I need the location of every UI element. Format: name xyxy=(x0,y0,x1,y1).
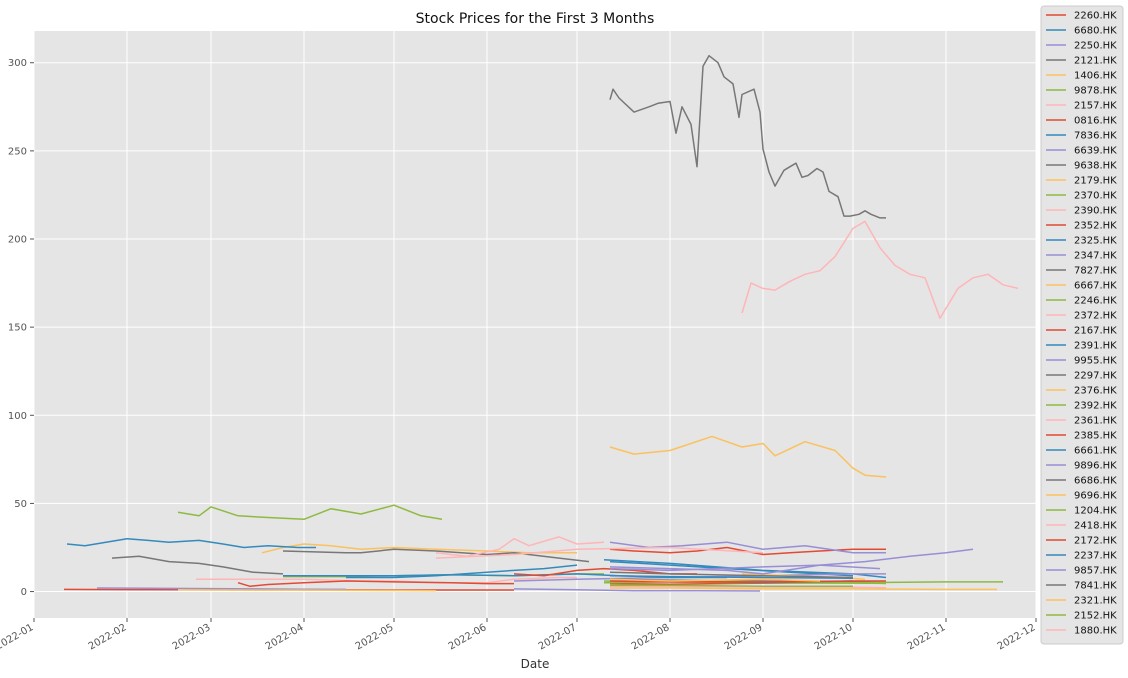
series-line-7827.HK xyxy=(282,548,590,563)
legend-entry: 2325.HK xyxy=(1074,236,1117,247)
legend-entry: 6686.HK xyxy=(1074,476,1117,487)
y-tick-label: 200 xyxy=(8,235,27,246)
legend-entry: 2376.HK xyxy=(1074,386,1117,397)
series-line-2321.HK xyxy=(609,578,821,582)
grid-lines xyxy=(33,31,1037,618)
y-axis-ticks: 0 50 100 150 200 250 300 xyxy=(8,58,34,598)
legend-entry: 9696.HK xyxy=(1074,491,1117,502)
legend-entry: 2321.HK xyxy=(1074,596,1117,607)
series-lines xyxy=(63,54,1019,592)
legend-entry: 2390.HK xyxy=(1074,206,1117,217)
chart-title: Stock Prices for the First 3 Months xyxy=(416,11,655,27)
legend-entry: 2370.HK xyxy=(1074,191,1117,202)
x-tick-label: 2022-01 xyxy=(0,622,35,652)
legend-entry: 1880.HK xyxy=(1074,626,1117,637)
legend-entry: 2167.HK xyxy=(1074,326,1117,337)
legend-entry: 2352.HK xyxy=(1074,221,1117,232)
series-line-2418.HK xyxy=(741,220,1019,320)
legend-entry: 0816.HK xyxy=(1074,116,1117,127)
legend-entry: 6639.HK xyxy=(1074,146,1117,157)
legend-entry: 2250.HK xyxy=(1074,41,1117,52)
legend-entry: 2152.HK xyxy=(1074,611,1117,622)
legend-entry: 2157.HK xyxy=(1074,101,1117,112)
legend-entry: 2246.HK xyxy=(1074,296,1117,307)
series-line-7841.HK xyxy=(609,571,854,579)
series-line-9696.HK xyxy=(610,587,997,591)
series-line-7836.HK xyxy=(603,559,887,579)
y-tick-label: 300 xyxy=(8,58,27,69)
legend-entry: 9857.HK xyxy=(1074,566,1117,577)
x-tick-label: 2022-11 xyxy=(906,622,948,652)
x-tick-label: 2022-12 xyxy=(996,622,1038,652)
x-tick-label: 2022-02 xyxy=(87,622,129,652)
y-tick-label: 150 xyxy=(8,323,27,334)
legend-entry: 9638.HK xyxy=(1074,161,1117,172)
legend-entry: 2297.HK xyxy=(1074,371,1117,382)
x-tick-label: 2022-08 xyxy=(630,622,672,652)
legend-entry: 2418.HK xyxy=(1074,521,1117,532)
legend-entry: 1204.HK xyxy=(1074,506,1117,517)
legend-entry: 2361.HK xyxy=(1074,416,1117,427)
y-tick-label: 50 xyxy=(14,499,27,510)
x-tick-label: 2022-10 xyxy=(813,622,855,652)
x-axis-ticks: 2022-01 2022-02 2022-03 2022-04 2022-05 2022-… xyxy=(0,618,1038,652)
y-tick-label: 250 xyxy=(8,146,27,157)
y-tick-label: 0 xyxy=(21,587,27,598)
legend: 2260.HK 6680.HK 2250.HK 2121.HK 1406.HK 9878.… xyxy=(1040,5,1124,645)
x-axis-label: Date xyxy=(521,657,550,671)
series-line-2347.HK xyxy=(96,587,347,591)
legend-entry: 1406.HK xyxy=(1074,71,1117,82)
legend-entry: 2172.HK xyxy=(1074,536,1117,547)
series-line-9857.HK xyxy=(609,564,881,572)
legend-entry: 2347.HK xyxy=(1074,251,1117,262)
x-tick-label: 2022-05 xyxy=(354,622,396,652)
legend-entry: 2392.HK xyxy=(1074,401,1117,412)
legend-entry: 6680.HK xyxy=(1074,26,1117,37)
legend-entry: 2372.HK xyxy=(1074,311,1117,322)
legend-entry: 6661.HK xyxy=(1074,446,1117,457)
x-tick-label: 2022-07 xyxy=(537,622,579,652)
legend-entry: 2385.HK xyxy=(1074,431,1117,442)
legend-entry: 7836.HK xyxy=(1074,131,1117,142)
x-tick-label: 2022-09 xyxy=(723,622,765,652)
series-line-2250.HK xyxy=(513,588,761,592)
series-line-2376.HK xyxy=(177,589,437,592)
legend-entry: 9878.HK xyxy=(1074,86,1117,97)
x-tick-label: 2022-06 xyxy=(447,622,489,652)
legend-entry: 2179.HK xyxy=(1074,176,1117,187)
x-tick-label: 2022-04 xyxy=(264,622,306,652)
series-line-6661.HK xyxy=(346,564,578,579)
series-line-1204.HK xyxy=(177,504,443,521)
legend-entry: 7841.HK xyxy=(1074,581,1117,592)
legend-entry: 6667.HK xyxy=(1074,281,1117,292)
series-line-2179.HK xyxy=(261,543,577,554)
series-line-2297.HK xyxy=(111,555,284,575)
legend-entry: 2260.HK xyxy=(1074,11,1117,22)
x-tick-label: 2022-03 xyxy=(171,622,213,652)
series-line-2391.HK xyxy=(66,537,316,549)
legend-entry: 7827.HK xyxy=(1074,266,1117,277)
series-line-1406.HK xyxy=(609,435,887,478)
legend-entry: 2391.HK xyxy=(1074,341,1117,352)
series-line-2121.HK xyxy=(609,54,886,219)
series-line-1880.HK xyxy=(435,546,764,559)
series-line-2237.HK xyxy=(609,574,854,580)
legend-entry: 9955.HK xyxy=(1074,356,1117,367)
series-line-2372.HK xyxy=(435,536,605,558)
series-line-2172.HK xyxy=(609,580,886,583)
legend-entry: 2237.HK xyxy=(1074,551,1117,562)
y-tick-label: 100 xyxy=(8,411,27,422)
plot-background xyxy=(34,31,1036,618)
legend-entry: 9896.HK xyxy=(1074,461,1117,472)
series-line-2352.HK xyxy=(237,580,514,588)
legend-entry: 2121.HK xyxy=(1074,56,1117,67)
series-line-2152.HK xyxy=(610,584,853,588)
